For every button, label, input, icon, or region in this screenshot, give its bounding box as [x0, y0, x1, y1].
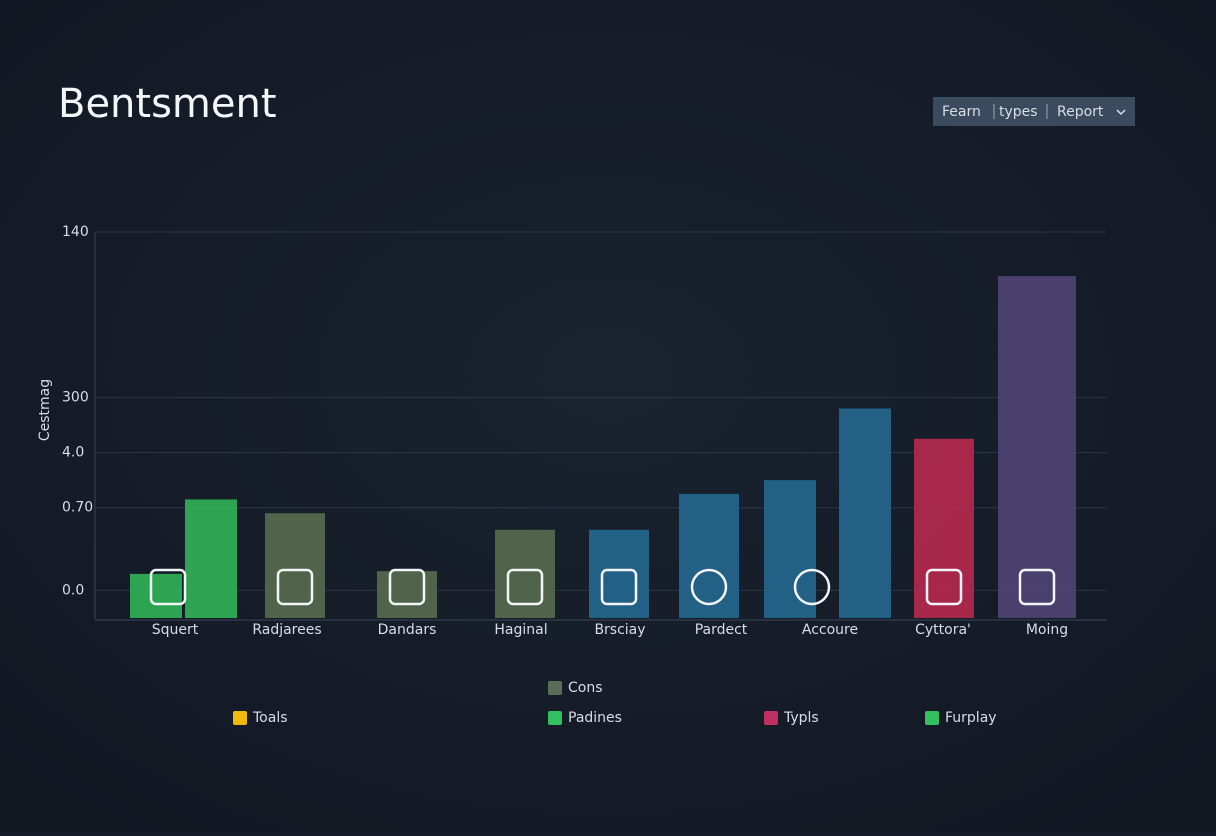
legend-label: Furplay	[945, 710, 997, 726]
legend-label: Typls	[783, 710, 819, 726]
x-tick-label: Dandars	[378, 622, 437, 638]
menu-box[interactable]	[933, 97, 1135, 126]
menu-item[interactable]: types	[999, 104, 1038, 120]
bar	[914, 438, 974, 618]
legend-label: Toals	[252, 710, 288, 726]
menu[interactable]: Fearn types Report	[933, 97, 1135, 126]
bar	[839, 408, 891, 618]
icon	[388, 568, 426, 606]
legend-swatch	[764, 711, 778, 725]
y-tick-label: 4.0	[62, 445, 84, 461]
x-tick-label: Radjarees	[252, 622, 321, 638]
y-tick-label: 0.0	[62, 582, 84, 598]
x-tick-label: Squert	[152, 622, 199, 638]
icon	[690, 568, 728, 606]
legend-label: Cons	[568, 680, 603, 696]
x-tick-label: Moing	[1026, 622, 1068, 638]
y-tick-label: 140	[62, 224, 89, 240]
bar	[185, 499, 237, 618]
x-tick-label: Brsciay	[594, 622, 645, 638]
legend-label: Padines	[568, 710, 622, 726]
icon	[149, 568, 187, 606]
x-tick-label: Haginal	[494, 622, 547, 638]
bar	[265, 513, 325, 618]
x-tick-label: Cyttora'	[915, 622, 971, 638]
icon	[506, 568, 544, 606]
menu-item[interactable]: Fearn	[942, 104, 981, 120]
bar	[998, 276, 1076, 618]
icon	[925, 568, 963, 606]
bar	[130, 573, 182, 618]
icon	[1018, 568, 1056, 606]
bar	[764, 480, 816, 618]
x-tick-label: Accoure	[802, 622, 858, 638]
icon	[600, 568, 638, 606]
legend-swatch	[233, 711, 247, 725]
menu-item[interactable]: Report	[1057, 104, 1104, 120]
title: Bentsment	[58, 81, 277, 127]
bar	[679, 493, 739, 618]
icon	[793, 568, 831, 606]
y-axis-label: Cestmag	[37, 379, 53, 441]
bar	[377, 571, 437, 618]
y-tick-label: 0.70	[62, 500, 93, 516]
legend-swatch	[925, 711, 939, 725]
legend-swatch	[548, 711, 562, 725]
chevron	[1116, 109, 1126, 116]
y-tick-label: 300	[62, 389, 89, 405]
icon	[276, 568, 314, 606]
x-tick-label: Pardect	[695, 622, 748, 638]
legend-swatch	[548, 681, 562, 695]
